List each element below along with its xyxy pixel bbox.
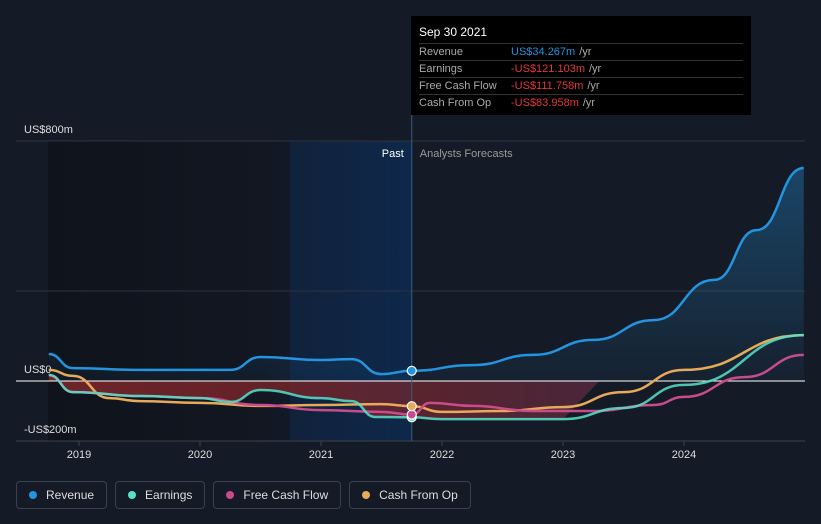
legend-item-cash-from-op[interactable]: Cash From Op xyxy=(349,481,471,509)
legend-item-earnings[interactable]: Earnings xyxy=(115,481,206,509)
x-tick-label: 2023 xyxy=(551,449,575,461)
tooltip-label: Earnings xyxy=(419,63,463,75)
x-tick-label: 2020 xyxy=(188,449,212,461)
legend-dot-icon xyxy=(29,491,37,499)
tooltip-label: Free Cash Flow xyxy=(419,80,497,92)
tooltip-value: -US$121.103m xyxy=(511,63,585,75)
tooltip-unit: /yr xyxy=(582,97,596,109)
x-tick-label: 2019 xyxy=(67,449,91,461)
tooltip-label: Cash From Op xyxy=(419,97,492,109)
legend-dot-icon xyxy=(362,491,371,499)
tooltip-row: Cash From Op -US$83.958m/yr xyxy=(419,94,743,111)
tooltip-unit: /yr xyxy=(579,46,592,58)
tooltip-row: Revenue US$34.267m/yr xyxy=(419,43,743,60)
y-tick-label: -US$200m xyxy=(24,424,77,436)
x-tick-label: 2024 xyxy=(672,449,696,461)
y-tick-label: US$0 xyxy=(24,364,52,376)
tooltip-unit: /yr xyxy=(587,80,600,92)
legend-item-revenue[interactable]: Revenue xyxy=(16,481,108,509)
legend-label: Free Cash Flow xyxy=(243,488,329,502)
tooltip-row: Free Cash Flow -US$111.758m/yr xyxy=(419,77,743,94)
legend-label: Revenue xyxy=(46,488,95,502)
past-label: Past xyxy=(382,148,404,160)
legend-item-free-cash-flow[interactable]: Free Cash Flow xyxy=(213,481,342,509)
tooltip-date: Sep 30 2021 xyxy=(419,25,488,39)
marker-revenue xyxy=(406,365,417,376)
forecast-label: Analysts Forecasts xyxy=(420,148,513,160)
tooltip: Sep 30 2021 Revenue US$34.267m/yr Earnings… xyxy=(411,16,751,115)
series-line-earnings xyxy=(48,333,804,421)
legend-dot-icon xyxy=(226,491,235,499)
tooltip-label: Revenue xyxy=(419,46,464,58)
legend-dot-icon xyxy=(128,491,137,499)
tooltip-value: -US$111.758m xyxy=(511,80,584,92)
marker-cash-from-op xyxy=(406,401,417,412)
legend-label: Cash From Op xyxy=(379,488,458,502)
legend: Revenue Earnings Free Cash Flow Cash From O… xyxy=(16,481,471,509)
tooltip-row: Earnings -US$121.103m/yr xyxy=(419,60,743,77)
series-line-cash-from-op xyxy=(48,333,804,414)
legend-label: Earnings xyxy=(145,488,193,502)
tooltip-value: US$34.267m xyxy=(511,46,576,58)
y-tick-label: US$800m xyxy=(24,124,73,136)
tooltip-unit: /yr xyxy=(589,63,602,75)
x-tick-label: 2021 xyxy=(309,449,333,461)
marker-free-cash-flow xyxy=(406,409,417,420)
x-tick-label: 2022 xyxy=(430,449,454,461)
tooltip-value: -US$83.958m xyxy=(511,97,579,109)
